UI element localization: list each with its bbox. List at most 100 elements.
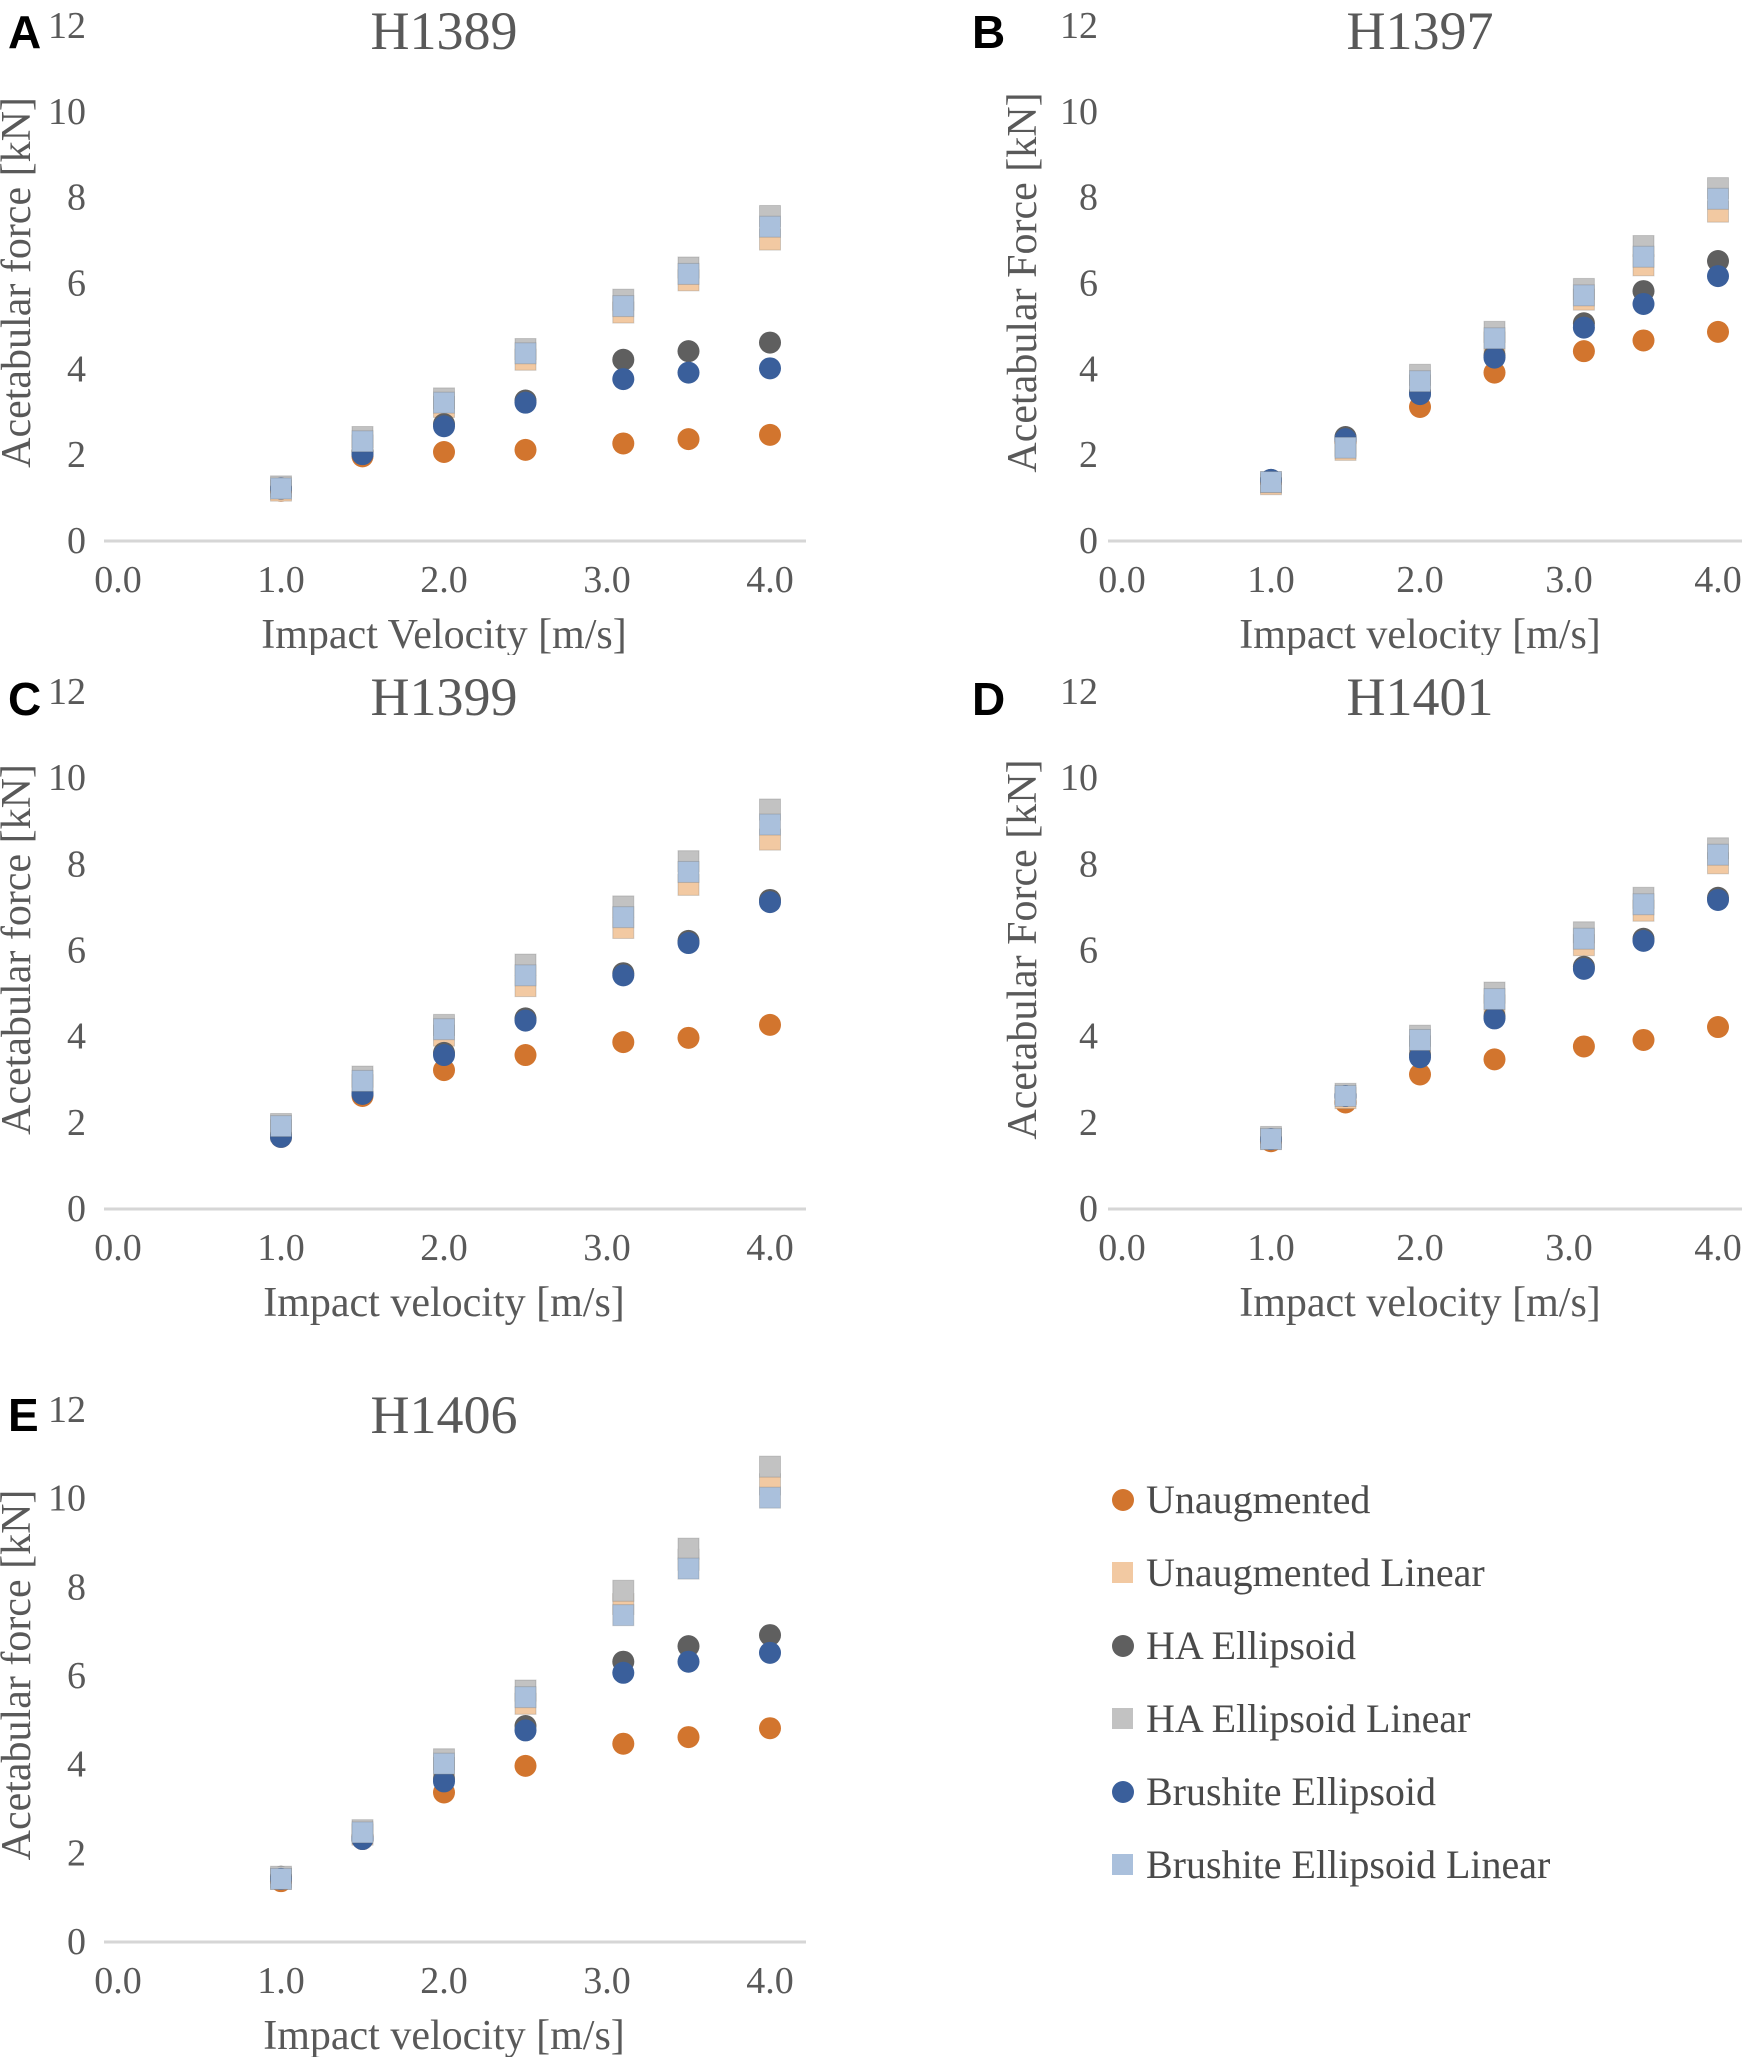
data-point <box>1483 346 1506 369</box>
y-tick-label: 4 <box>1079 1016 1098 1058</box>
data-point <box>351 1821 374 1844</box>
x-axis-label: Impact velocity [m/s] <box>1239 1280 1601 1326</box>
y-axis-label: Acetabular force [kN] <box>0 764 40 1135</box>
x-axis-label: Impact Velocity [m/s] <box>261 612 626 655</box>
data-point <box>433 441 455 464</box>
data-point <box>1572 927 1595 950</box>
data-point <box>351 1069 374 1092</box>
data-point <box>612 1732 635 1755</box>
legend-circle-marker-icon <box>1112 1780 1138 1803</box>
data-point <box>1572 316 1595 339</box>
legend-item: HA Ellipsoid <box>1112 1609 1550 1682</box>
y-tick-label: 10 <box>1060 91 1098 133</box>
marker-shape <box>1112 1488 1134 1511</box>
legend-circle-marker-icon <box>1112 1488 1138 1511</box>
data-point <box>759 1486 781 1509</box>
y-tick-label: 2 <box>67 434 86 476</box>
y-tick-label: 6 <box>1079 263 1098 305</box>
x-tick-label: 2.0 <box>420 1960 468 2002</box>
data-point <box>677 1650 700 1673</box>
panel-letter-D: D <box>972 673 1005 725</box>
x-tick-label: 3.0 <box>1545 559 1593 601</box>
data-point <box>1707 320 1729 343</box>
data-point <box>514 964 537 987</box>
x-tick-label: 2.0 <box>420 559 468 601</box>
y-tick-label: 2 <box>1079 1102 1098 1144</box>
legend-cell: Unaugmented Unaugmented Linear HA Ellipsoi… <box>874 1355 1748 2057</box>
data-point <box>677 340 700 363</box>
panel-A: A H1389 0 2 4 6 8 10 12 Acetabular force [kN] 0.0 1… <box>0 0 874 658</box>
marker-shape <box>1112 1708 1133 1729</box>
x-tick-label: 4.0 <box>746 1227 794 1269</box>
x-tick-label: 4.0 <box>1694 559 1742 601</box>
y-tick-label: 12 <box>48 1389 86 1431</box>
data-point <box>612 964 635 987</box>
data-point <box>514 342 537 365</box>
y-tick-label: 10 <box>48 91 86 133</box>
data-point <box>514 1719 537 1742</box>
data-point <box>612 1031 635 1054</box>
data-point <box>1260 471 1282 494</box>
data-point <box>759 423 781 446</box>
legend-label: HA Ellipsoid Linear <box>1146 1696 1471 1741</box>
data-point <box>270 1867 292 1890</box>
chart-H1397: B H1397 0 2 4 6 8 10 12 Acetabular Force [kN] 0.0 1… <box>874 0 1748 660</box>
x-tick-label: 1.0 <box>1247 1227 1295 1269</box>
chart-svg-H1406: E H1406 0 2 4 6 8 10 12 Acetabular force [kN] 0.0 1… <box>0 1385 806 2059</box>
data-point <box>677 361 700 384</box>
marker-shape <box>1112 1562 1133 1583</box>
y-tick-label: 8 <box>67 1566 86 1608</box>
data-point <box>612 1661 635 1684</box>
data-point <box>1632 929 1655 952</box>
data-point <box>351 430 374 453</box>
data-point <box>1632 245 1655 268</box>
y-tick-label: 6 <box>67 1655 86 1697</box>
x-tick-label: 1.0 <box>257 559 305 601</box>
data-point <box>1409 1028 1431 1051</box>
legend-item: HA Ellipsoid Linear <box>1112 1682 1550 1755</box>
panel-letter-E: E <box>8 1389 39 1441</box>
data-point <box>270 1115 292 1138</box>
x-tick-label: 3.0 <box>583 1960 631 2002</box>
data-point <box>612 432 635 455</box>
data-point <box>1483 327 1506 350</box>
panel-letter-C: C <box>8 673 41 725</box>
chart-title: H1406 <box>371 1385 518 1445</box>
y-tick-label: 6 <box>67 263 86 305</box>
data-point <box>514 1044 537 1067</box>
y-tick-label: 2 <box>1079 434 1098 476</box>
data-point <box>612 295 635 318</box>
legend-item: Brushite Ellipsoid Linear <box>1112 1828 1550 1901</box>
y-tick-label: 8 <box>1079 843 1098 885</box>
data-point <box>759 331 781 354</box>
legend-circle-marker-icon <box>1112 1634 1138 1657</box>
data-point <box>612 906 635 929</box>
marker-shape <box>1112 1634 1134 1657</box>
data-point <box>677 932 700 955</box>
data-point <box>759 1455 781 1478</box>
data-point <box>1707 187 1729 210</box>
x-axis-label: Impact velocity [m/s] <box>263 2013 625 2057</box>
data-point <box>1707 1016 1729 1039</box>
legend-label: HA Ellipsoid <box>1146 1623 1357 1668</box>
data-point <box>1409 1063 1431 1086</box>
data-point <box>677 428 700 451</box>
marker-shape <box>1112 1854 1133 1875</box>
data-point <box>514 1686 537 1709</box>
data-point <box>759 1717 781 1740</box>
chart-svg-H1401: D H1401 0 2 4 6 8 10 12 Acetabular Force [kN] 0.0 1… <box>972 667 1742 1326</box>
data-point <box>759 215 781 238</box>
data-point <box>759 813 781 836</box>
chart-H1389: A H1389 0 2 4 6 8 10 12 Acetabular force [kN] 0.0 1… <box>0 0 874 660</box>
data-point <box>1260 1128 1282 1151</box>
data-point <box>514 1754 537 1777</box>
x-tick-label: 1.0 <box>1247 559 1295 601</box>
data-point <box>433 1059 455 1082</box>
legend-square-marker-icon <box>1112 1854 1138 1875</box>
x-tick-label: 4.0 <box>746 1960 794 2002</box>
data-point <box>759 1013 781 1036</box>
data-point <box>677 262 700 285</box>
data-point <box>677 1635 700 1658</box>
